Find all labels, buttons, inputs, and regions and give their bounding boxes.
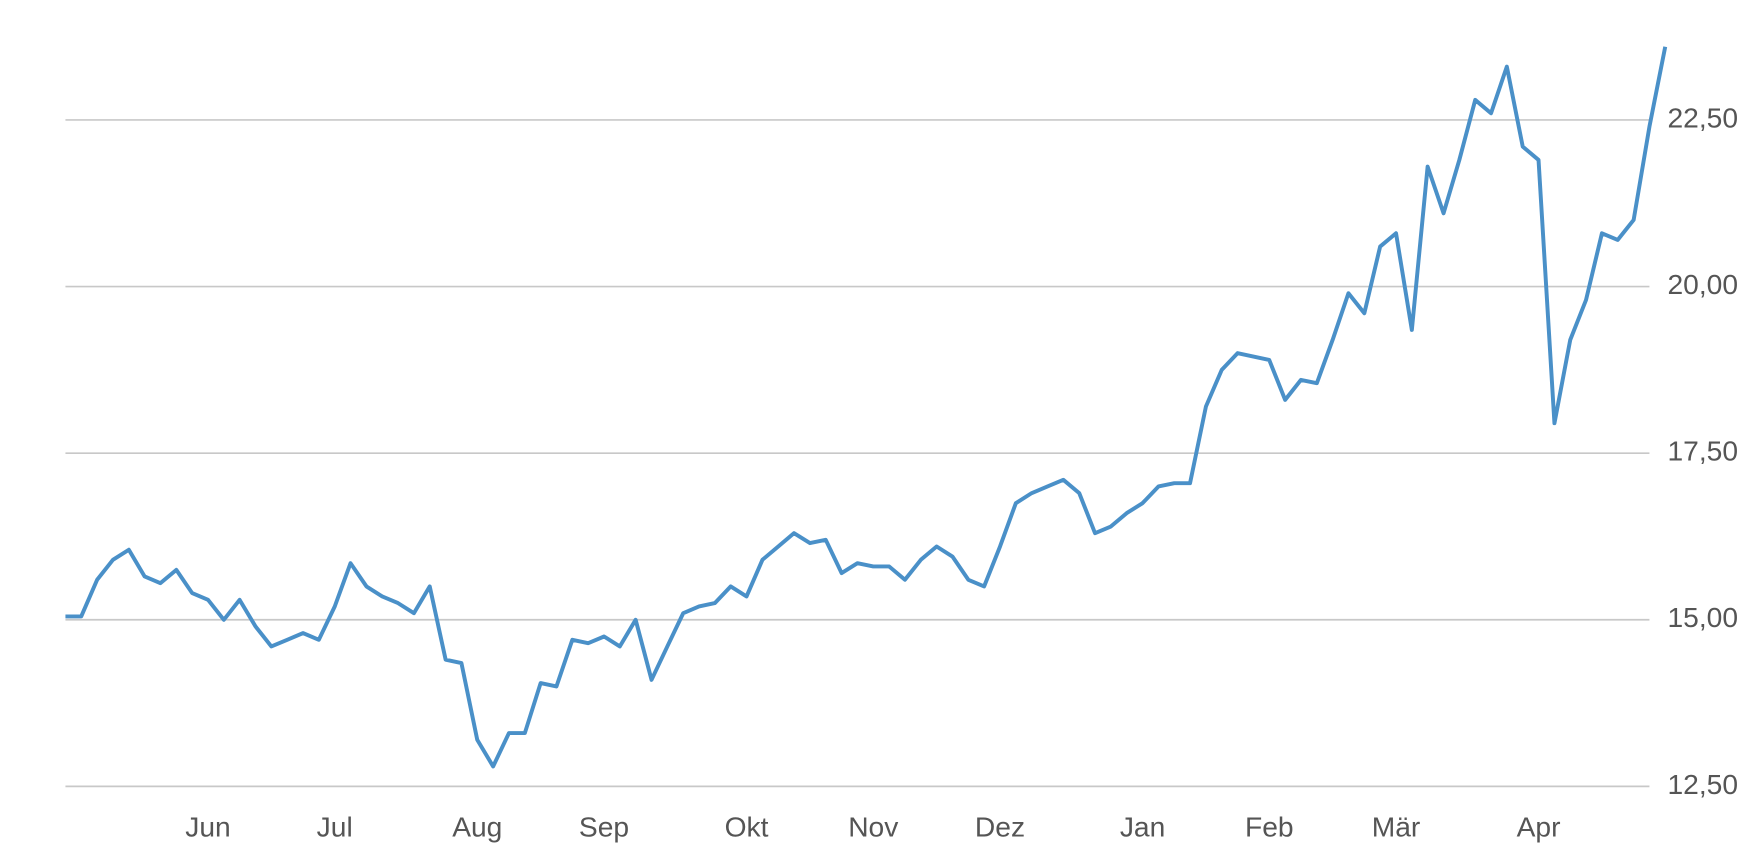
x-tick-label: Sep xyxy=(579,810,629,842)
x-tick-label: Jun xyxy=(185,810,230,842)
price-line xyxy=(65,46,1668,769)
x-tick-label: Feb xyxy=(1245,810,1294,842)
x-tick-label: Nov xyxy=(848,810,898,842)
x-tick-label: Dez xyxy=(975,810,1025,842)
x-tick-label: Jan xyxy=(1120,810,1165,842)
y-tick-label: 15,00 xyxy=(1667,601,1738,633)
x-tick-label: Okt xyxy=(725,810,769,842)
y-tick-label: 12,50 xyxy=(1667,768,1738,800)
y-tick-label: 17,50 xyxy=(1667,435,1738,467)
x-tick-label: Jul xyxy=(317,810,353,842)
x-tick-label: Aug xyxy=(452,810,502,842)
y-tick-label: 20,00 xyxy=(1667,268,1738,300)
y-tick-label: 22,50 xyxy=(1667,101,1738,133)
x-tick-label: Mär xyxy=(1372,810,1421,842)
x-tick-label: Apr xyxy=(1517,810,1561,842)
